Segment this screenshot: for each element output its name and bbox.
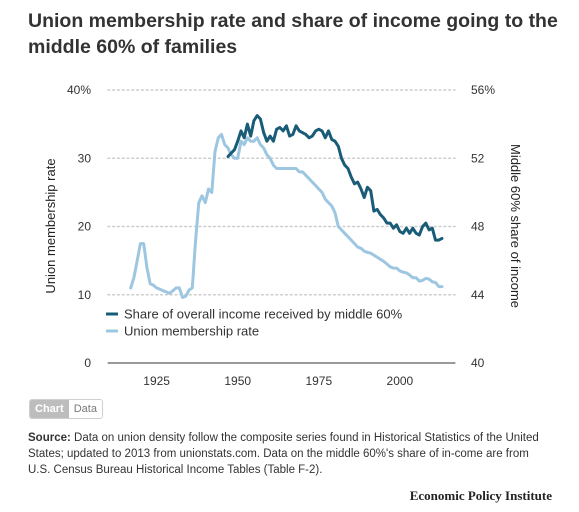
- union-membership-line: [129, 132, 444, 299]
- x-tick-label: 2000: [387, 374, 414, 388]
- series-lines: [129, 114, 444, 299]
- legend-label-union: Union membership rate: [124, 324, 259, 339]
- x-tick-label: 1975: [305, 374, 332, 388]
- income-share-line: [226, 114, 444, 242]
- source-text: Data on union density follow the composi…: [28, 432, 539, 476]
- view-toggle: Chart Data: [29, 399, 103, 419]
- left-tick-label: 0: [84, 356, 91, 370]
- right-tick-label: 56%: [471, 83, 495, 97]
- source-label: Source:: [28, 432, 71, 444]
- publisher-credit: Economic Policy Institute: [409, 488, 552, 503]
- right-tick-label: 44: [471, 288, 485, 302]
- right-axis-title: Middle 60% share of income: [508, 144, 523, 308]
- left-tick-label: 30: [78, 151, 92, 165]
- legend-label-income: Share of overall income received by midd…: [124, 307, 403, 322]
- chart-view-button[interactable]: Chart: [30, 400, 69, 418]
- left-axis-tick-labels: 0 10 20 30 40%: [67, 83, 91, 370]
- x-tick-label: 1925: [143, 374, 170, 388]
- right-axis-tick-labels: 40 44 48 52 56%: [471, 83, 495, 370]
- x-tick-label: 1950: [224, 374, 251, 388]
- chart-title: Union membership rate and share of incom…: [28, 10, 558, 58]
- left-tick-label: 40%: [67, 83, 91, 97]
- left-tick-label: 20: [78, 220, 92, 234]
- right-tick-label: 52: [471, 151, 485, 165]
- source-note: Source: Data on union density follow the…: [28, 430, 548, 478]
- left-tick-label: 10: [78, 288, 92, 302]
- right-tick-label: 48: [471, 220, 485, 234]
- right-tick-label: 40: [471, 356, 485, 370]
- legend: Share of overall income received by midd…: [106, 307, 403, 339]
- x-axis-tick-labels: 1925 1950 1975 2000: [143, 374, 413, 388]
- left-axis-title: Union membership rate: [43, 158, 58, 293]
- data-view-button[interactable]: Data: [68, 400, 102, 418]
